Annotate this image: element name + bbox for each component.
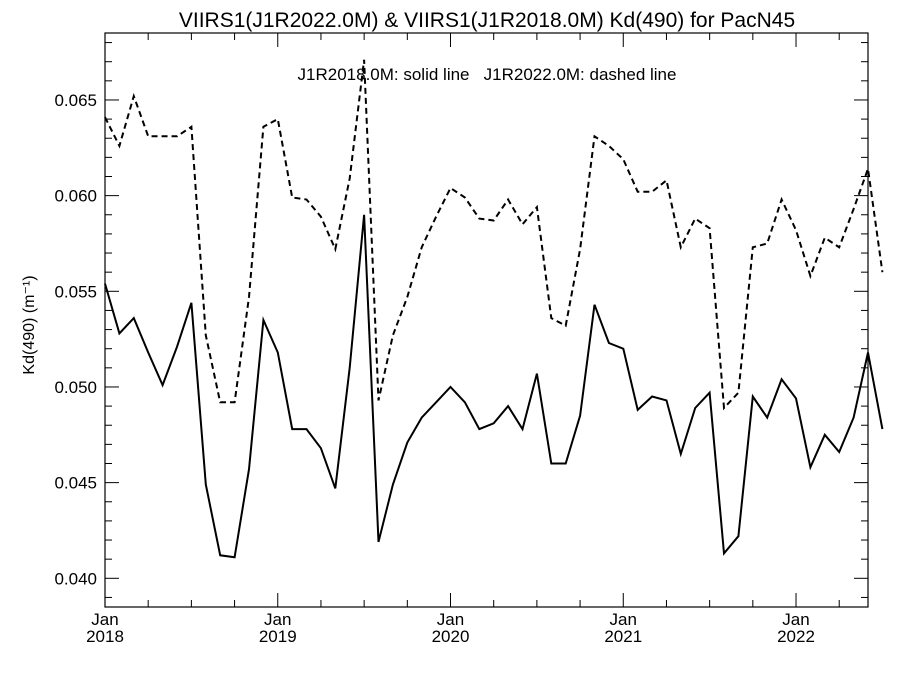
series-lines	[104, 59, 884, 559]
x-tick-label-month: Jan	[610, 610, 637, 629]
legend-text: J1R2018.0M: solid line J1R2022.0M: dashe…	[298, 65, 677, 84]
x-tick-label-month: Jan	[782, 610, 809, 629]
y-tick-label: 0.055	[54, 282, 97, 301]
x-tick-label-year: 2022	[777, 627, 815, 646]
axis-ticks	[104, 33, 868, 607]
y-tick-label: 0.060	[54, 187, 97, 206]
x-tick-label-year: 2018	[86, 627, 124, 646]
x-tick-label-month: Jan	[264, 610, 291, 629]
y-tick-label: 0.040	[54, 569, 97, 588]
y-axis-label: Kd(490) (m⁻¹)	[21, 275, 38, 374]
chart-title: VIIRS1(J1R2022.0M) & VIIRS1(J1R2018.0M) …	[179, 9, 795, 32]
y-tick-label: 0.045	[54, 474, 97, 493]
y-tick-labels: 0.040 0.045 0.050 0.055 0.060 0.065	[54, 91, 97, 588]
x-tick-label-year: 2020	[432, 627, 470, 646]
y-tick-label: 0.050	[54, 378, 97, 397]
x-tick-label-month: Jan	[91, 610, 118, 629]
series-line-solid	[104, 214, 884, 559]
x-tick-label-month: Jan	[437, 610, 464, 629]
x-tick-label-year: 2021	[604, 627, 642, 646]
y-tick-label: 0.065	[54, 91, 97, 110]
x-tick-label-year: 2019	[259, 627, 297, 646]
plot-frame	[104, 32, 869, 608]
series-line-dashed	[104, 59, 884, 411]
